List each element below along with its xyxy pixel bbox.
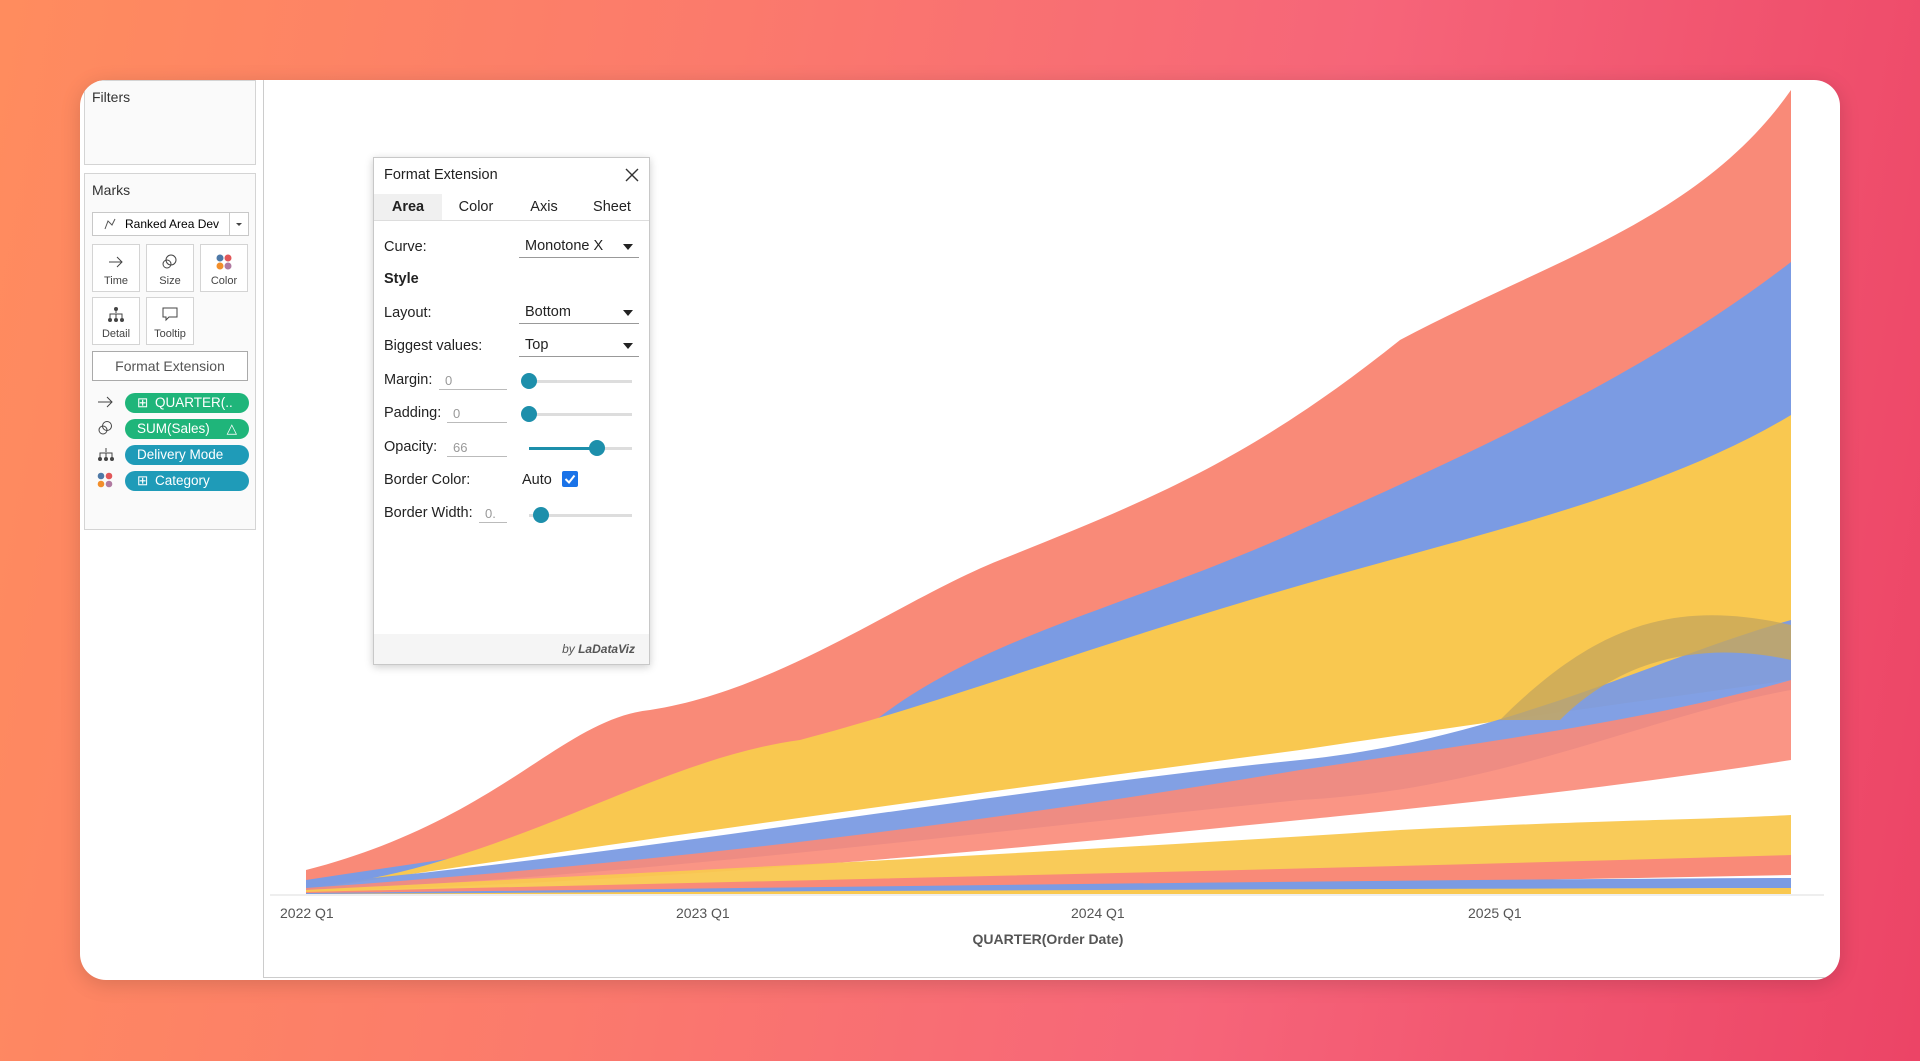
format-dialog: Format Extension Area Color Axis Sheet C…: [373, 157, 650, 665]
close-button[interactable]: [624, 167, 640, 183]
x-tick-label: 2023 Q1: [676, 905, 730, 921]
ribbon: [306, 815, 1791, 893]
x-tick-label: 2024 Q1: [1071, 905, 1125, 921]
marks-card: Marks Ranked Area Dev Time Size Color De…: [84, 173, 256, 530]
section-title: Style: [384, 271, 419, 287]
tab[interactable]: Axis: [530, 199, 558, 215]
x-tick-label: 2022 Q1: [280, 905, 334, 921]
ribbon: [306, 855, 1791, 894]
field-label: Border Color:: [384, 472, 471, 488]
field-label: Biggest values:: [384, 338, 483, 354]
pill-label: SUM(Sales): [137, 421, 210, 436]
slider-track: [529, 413, 632, 416]
pill[interactable]: SUM(Sales) △: [125, 419, 249, 439]
pill[interactable]: ⊞ QUARTER(..: [125, 393, 249, 413]
tab[interactable]: Sheet: [593, 199, 631, 215]
dialog-title: Format Extension: [384, 167, 498, 183]
margin-input[interactable]: 0: [439, 372, 507, 390]
mark-type: Ranked Area Dev: [125, 217, 220, 231]
ribbons: [270, 90, 1824, 896]
time-card[interactable]: Time: [92, 244, 140, 292]
view-border: [263, 80, 1840, 978]
slider-fill: [529, 447, 597, 450]
opacity-input[interactable]: 66: [447, 439, 507, 457]
mark-type-icon: [104, 218, 116, 230]
margin-slider[interactable]: [521, 373, 537, 389]
card-label: Tooltip: [154, 328, 186, 340]
card-label: Detail: [101, 328, 131, 340]
dropdown-arrow: [229, 213, 248, 235]
detail-card[interactable]: Detail: [92, 297, 140, 345]
pill-icon: ⊞: [137, 395, 149, 410]
filters-title: Filters: [92, 89, 131, 105]
tab-divider: [374, 220, 649, 221]
slider-track: [529, 380, 632, 383]
tab-bg: [374, 194, 442, 220]
format-extension-button[interactable]: Format Extension: [92, 351, 248, 381]
ribbon: [306, 878, 1791, 894]
pill-icon: ⊞: [137, 473, 149, 488]
x-axis-title: QUARTER(Order Date): [972, 931, 1124, 947]
pill[interactable]: Delivery Mode: [125, 445, 249, 465]
app-window: Filters Marks Ranked Area Dev Time Size …: [80, 80, 1840, 980]
card-label: Time: [103, 275, 129, 287]
card-label: Color: [210, 275, 238, 287]
border-color-checkbox[interactable]: [562, 471, 578, 487]
border-color-value: Auto: [522, 472, 552, 488]
dialog-footer: by LaDataViz: [374, 634, 649, 664]
color-card[interactable]: Color: [200, 244, 248, 292]
field-label: Curve:: [384, 239, 427, 255]
filters-shelf: Filters: [84, 80, 256, 165]
biggest-values-dropdown[interactable]: Top: [519, 333, 639, 357]
layout-dropdown[interactable]: Bottom: [519, 300, 639, 324]
pill-label: Category: [155, 473, 210, 488]
pill-label: QUARTER(..: [155, 395, 233, 410]
tab[interactable]: Color: [458, 199, 494, 215]
tab[interactable]: Area: [391, 199, 425, 215]
size-card[interactable]: Size: [146, 244, 194, 292]
marks-title: Marks: [92, 182, 131, 198]
curve-dropdown[interactable]: Monotone X: [519, 234, 639, 258]
delta-icon: △: [226, 421, 237, 436]
pill-icon: [98, 448, 114, 461]
slider-track: [529, 514, 632, 517]
field-label: Layout:: [384, 305, 432, 321]
pill-icon: [97, 472, 113, 488]
opacity-slider[interactable]: [588, 440, 605, 456]
ribbon: [1500, 615, 1791, 720]
pill[interactable]: ⊞ Category: [125, 471, 249, 491]
padding-input[interactable]: 0: [447, 405, 507, 423]
field-label: Border Width:: [384, 505, 473, 521]
field-label: Margin:: [384, 372, 433, 388]
pill-label: Delivery Mode: [137, 447, 224, 462]
tooltip-card[interactable]: Tooltip: [146, 297, 194, 345]
ribbon: [306, 680, 1791, 892]
ranked-area-chart: [270, 90, 1824, 896]
card-label: Size: [159, 275, 181, 287]
x-tick-label: 2025 Q1: [1468, 905, 1522, 921]
ribbon: [306, 888, 1791, 894]
field-label: Opacity:: [384, 439, 438, 455]
footer-prefix: by: [562, 642, 575, 656]
border-width-slider[interactable]: [533, 507, 549, 523]
field-label: Padding:: [384, 405, 442, 421]
mark-type-dropdown[interactable]: Ranked Area Dev: [92, 212, 249, 236]
border-width-input[interactable]: 0.: [479, 505, 507, 523]
pill-icon: [98, 396, 113, 408]
footer-brand: LaDataViz: [578, 642, 635, 656]
padding-slider[interactable]: [521, 406, 537, 422]
pill-icon: [98, 421, 112, 435]
